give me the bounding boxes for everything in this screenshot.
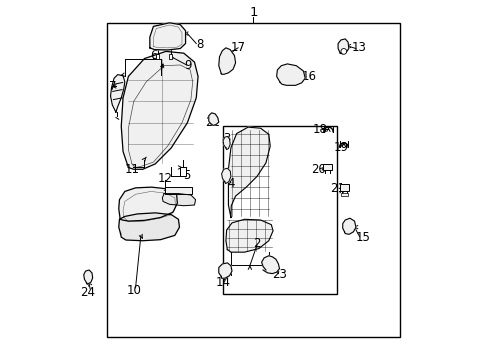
Text: 1: 1 bbox=[249, 6, 257, 19]
Text: 9: 9 bbox=[184, 59, 191, 72]
Text: 11: 11 bbox=[124, 163, 139, 176]
Bar bbox=[223, 126, 337, 294]
Text: 2: 2 bbox=[253, 237, 260, 250]
Bar bbox=[180, 167, 185, 176]
Text: 10: 10 bbox=[127, 284, 142, 297]
Text: 6: 6 bbox=[149, 49, 157, 62]
Text: 24: 24 bbox=[81, 286, 95, 299]
Polygon shape bbox=[83, 270, 93, 284]
Bar bbox=[340, 184, 348, 191]
Text: 5: 5 bbox=[183, 169, 190, 182]
Text: 15: 15 bbox=[355, 231, 370, 244]
Bar bbox=[168, 54, 172, 59]
Bar bbox=[156, 54, 159, 59]
Polygon shape bbox=[221, 168, 230, 184]
Bar bbox=[340, 193, 347, 196]
Text: 20: 20 bbox=[311, 163, 325, 176]
Polygon shape bbox=[208, 113, 218, 125]
Polygon shape bbox=[342, 218, 355, 234]
Polygon shape bbox=[276, 64, 305, 85]
Polygon shape bbox=[223, 136, 230, 150]
Polygon shape bbox=[218, 48, 235, 74]
Polygon shape bbox=[261, 256, 279, 274]
Text: 13: 13 bbox=[351, 41, 366, 54]
Bar bbox=[323, 163, 331, 170]
Text: 14: 14 bbox=[215, 276, 230, 289]
Text: 23: 23 bbox=[271, 268, 286, 281]
Bar bbox=[165, 187, 192, 194]
Polygon shape bbox=[119, 187, 177, 221]
Text: 16: 16 bbox=[302, 70, 316, 83]
Polygon shape bbox=[110, 75, 124, 112]
Text: 8: 8 bbox=[196, 38, 203, 51]
Text: 3: 3 bbox=[223, 132, 230, 145]
Text: 19: 19 bbox=[333, 141, 348, 154]
Text: 17: 17 bbox=[230, 41, 245, 54]
Text: 22: 22 bbox=[205, 116, 220, 129]
Polygon shape bbox=[119, 213, 179, 241]
Circle shape bbox=[340, 49, 346, 54]
Polygon shape bbox=[225, 219, 272, 252]
Polygon shape bbox=[149, 23, 185, 50]
Polygon shape bbox=[337, 39, 348, 54]
Bar bbox=[107, 23, 399, 337]
Text: 12: 12 bbox=[157, 172, 172, 185]
Text: 4: 4 bbox=[227, 177, 234, 190]
Text: 7: 7 bbox=[108, 80, 116, 93]
Text: 18: 18 bbox=[312, 123, 327, 136]
Text: 21: 21 bbox=[330, 182, 345, 195]
Polygon shape bbox=[121, 51, 198, 169]
Polygon shape bbox=[228, 127, 270, 217]
Polygon shape bbox=[162, 194, 195, 206]
Polygon shape bbox=[218, 263, 231, 278]
